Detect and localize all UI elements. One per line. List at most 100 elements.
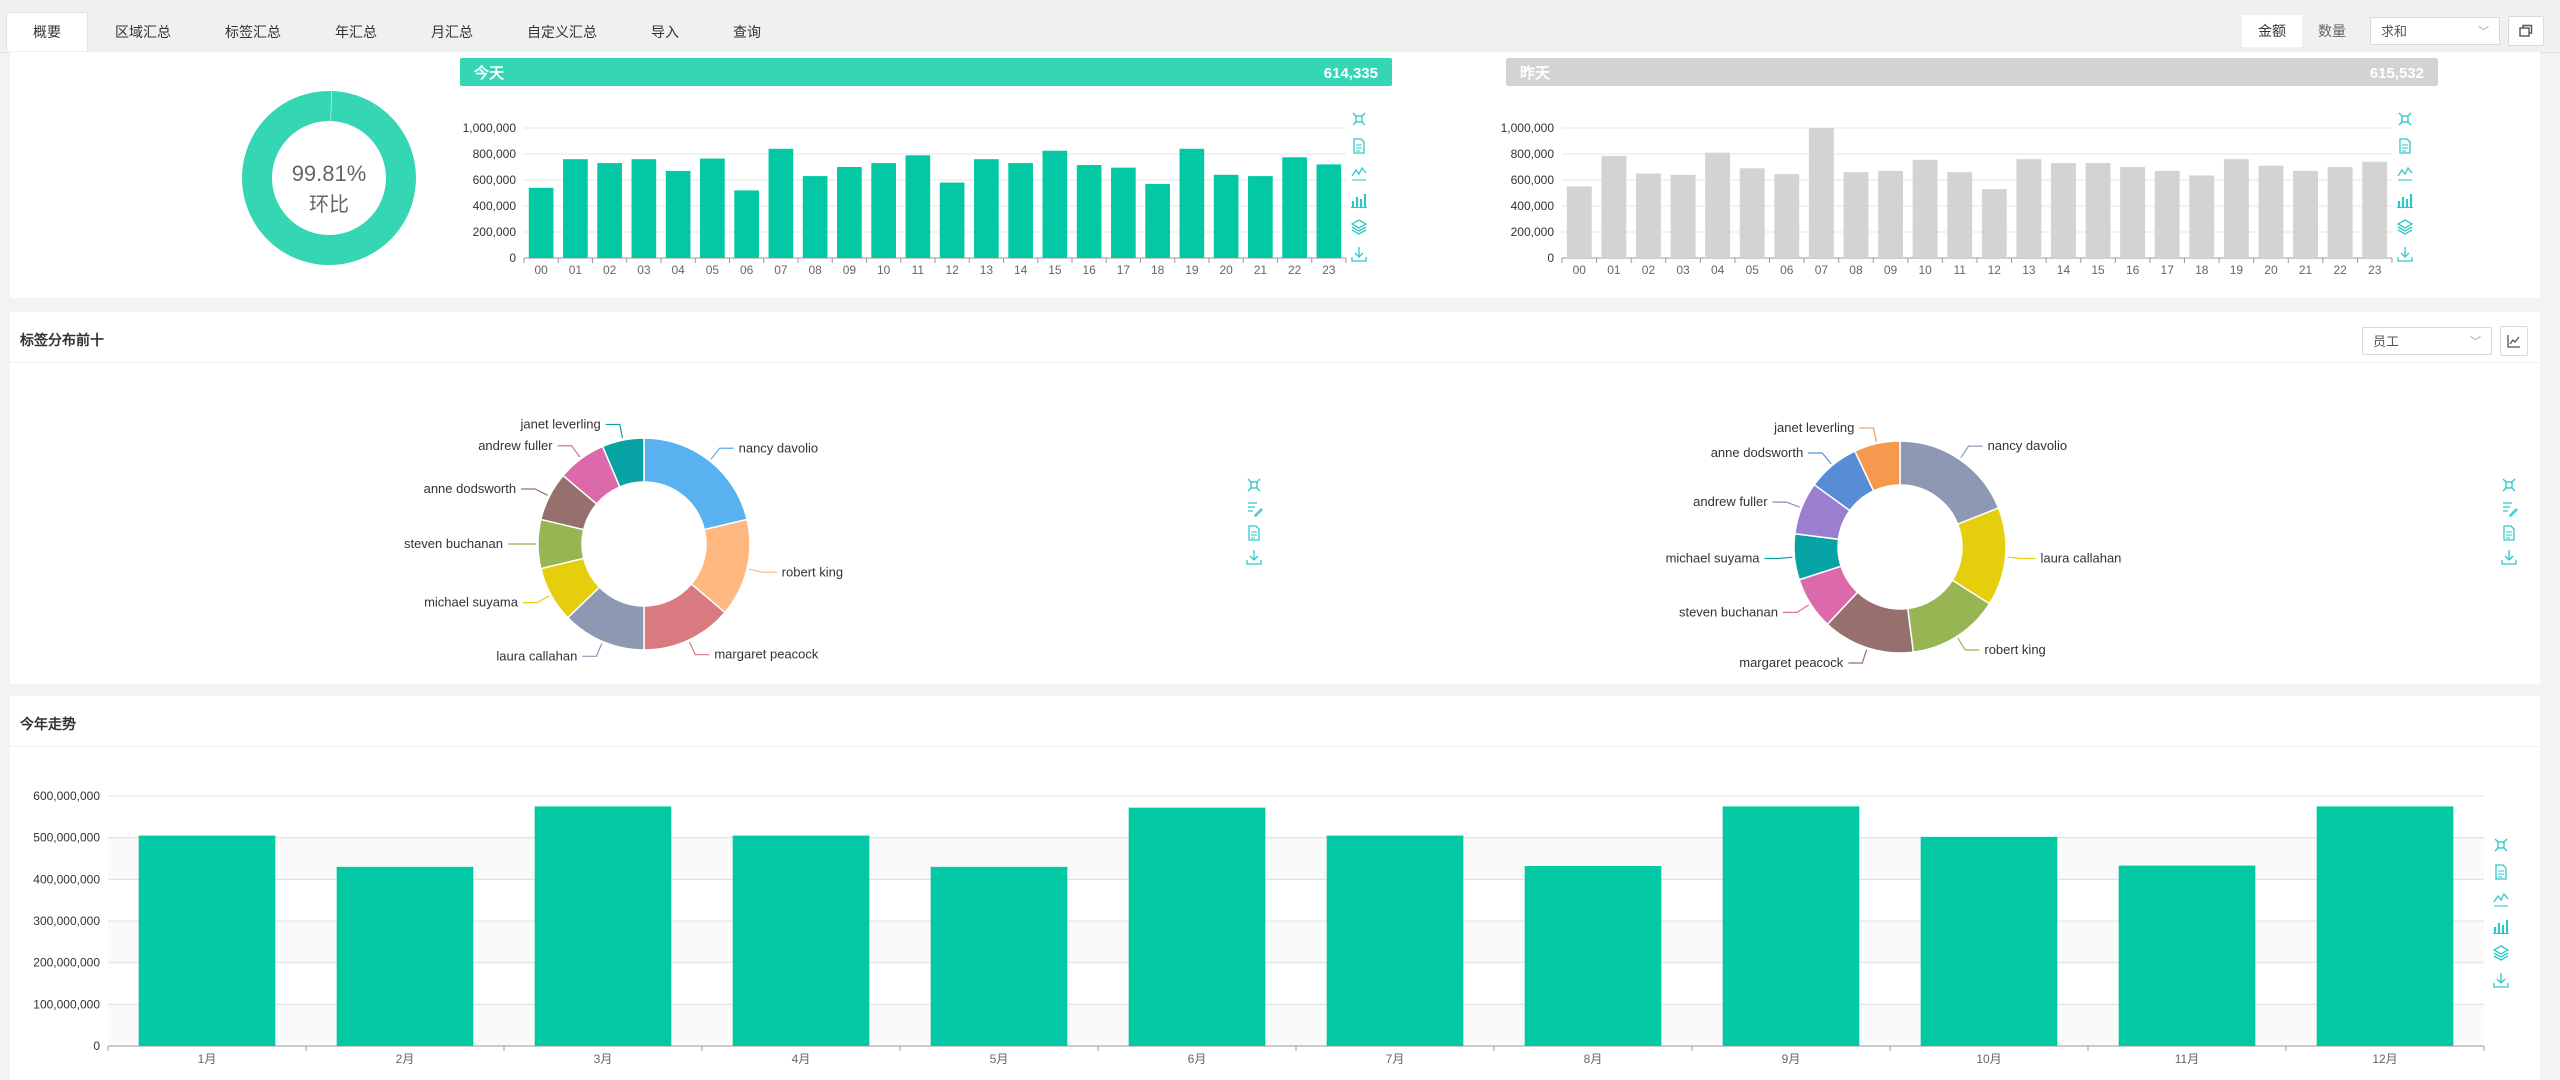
bar-11月[interactable] <box>2118 865 2256 1046</box>
tag-dimension-select[interactable]: 员工 ﹀ <box>2362 327 2492 355</box>
line-chart-icon[interactable] <box>1350 164 1368 182</box>
bar-5月[interactable] <box>930 866 1068 1046</box>
stack-icon[interactable] <box>2492 944 2510 962</box>
bar-17[interactable] <box>2154 170 2180 258</box>
edit-icon[interactable] <box>1245 500 1263 518</box>
tab-6[interactable]: 导入 <box>651 24 679 40</box>
bar-1月[interactable] <box>138 835 276 1046</box>
bar-07[interactable] <box>1808 128 1834 258</box>
bar-11[interactable] <box>905 155 931 258</box>
bar-17[interactable] <box>1111 167 1136 258</box>
tab-2[interactable]: 标签汇总 <box>225 24 281 40</box>
data-view-icon[interactable] <box>1245 524 1263 542</box>
pie-slice-nancy-davolio[interactable] <box>1899 440 2000 526</box>
bar-12[interactable] <box>1981 189 2007 258</box>
bar-10[interactable] <box>1912 159 1938 258</box>
bar-15[interactable] <box>2085 163 2111 258</box>
data-zoom-icon[interactable] <box>2500 476 2518 494</box>
stack-icon[interactable] <box>1350 218 1368 236</box>
download-icon[interactable] <box>2500 548 2518 566</box>
bar-16[interactable] <box>2120 167 2146 258</box>
pie-slice-janet-leverling[interactable] <box>601 437 645 488</box>
bar-06[interactable] <box>1774 174 1800 258</box>
bar-13[interactable] <box>974 159 999 258</box>
bar-20[interactable] <box>1213 174 1239 258</box>
bar-02[interactable] <box>1636 173 1661 259</box>
bar-4月[interactable] <box>732 835 870 1046</box>
pie-slice-nancy-davolio[interactable] <box>643 437 749 531</box>
bar-19[interactable] <box>2223 159 2249 258</box>
bar-16[interactable] <box>1076 165 1102 258</box>
data-zoom-icon[interactable] <box>2396 110 2414 128</box>
bar-chart-icon[interactable] <box>2396 191 2414 209</box>
bar-09[interactable] <box>837 167 862 258</box>
bar-21[interactable] <box>1248 176 1273 258</box>
bar-11[interactable] <box>1947 172 1973 258</box>
bar-3月[interactable] <box>534 806 672 1046</box>
bar-14[interactable] <box>1008 163 1033 258</box>
metric-option-0[interactable]: 金额 <box>2242 15 2302 47</box>
bar-13[interactable] <box>2016 159 2042 258</box>
bar-7月[interactable] <box>1326 835 1464 1046</box>
bar-01[interactable] <box>563 159 588 258</box>
bar-6月[interactable] <box>1128 807 1266 1046</box>
bar-03[interactable] <box>1670 174 1696 258</box>
bar-9月[interactable] <box>1722 806 1860 1046</box>
tab-5[interactable]: 自定义汇总 <box>527 24 597 40</box>
tab-4[interactable]: 月汇总 <box>431 24 473 40</box>
bar-15[interactable] <box>1042 150 1068 258</box>
bar-01[interactable] <box>1601 155 1627 258</box>
bar-00[interactable] <box>1566 186 1592 259</box>
bar-05[interactable] <box>700 158 725 258</box>
bar-04[interactable] <box>665 170 691 258</box>
bar-00[interactable] <box>528 187 554 258</box>
download-icon[interactable] <box>1350 245 1368 263</box>
window-restore-button[interactable] <box>2508 16 2544 46</box>
download-icon[interactable] <box>1245 548 1263 566</box>
download-icon[interactable] <box>2396 245 2414 263</box>
data-zoom-icon[interactable] <box>1350 110 1368 128</box>
bar-14[interactable] <box>2051 163 2076 258</box>
chart-switch-button[interactable] <box>2500 326 2528 356</box>
bar-21[interactable] <box>2293 170 2318 258</box>
edit-icon[interactable] <box>2500 500 2518 518</box>
bar-05[interactable] <box>1739 168 1765 258</box>
bar-22[interactable] <box>2327 167 2353 258</box>
pie-slice-janet-leverling[interactable] <box>1853 440 1901 492</box>
tab-1[interactable]: 区域汇总 <box>115 24 171 40</box>
bar-02[interactable] <box>597 163 622 258</box>
bar-18[interactable] <box>2189 175 2215 258</box>
bar-08[interactable] <box>802 176 828 258</box>
aggregate-select[interactable]: 求和 ﹀ <box>2370 17 2500 45</box>
bar-12月[interactable] <box>2316 806 2454 1046</box>
tab-7[interactable]: 查询 <box>733 24 761 40</box>
bar-20[interactable] <box>2258 165 2284 258</box>
bar-22[interactable] <box>1282 157 1307 258</box>
bar-8月[interactable] <box>1524 866 1662 1046</box>
bar-07[interactable] <box>768 148 794 258</box>
bar-09[interactable] <box>1878 170 1903 258</box>
bar-18[interactable] <box>1145 183 1170 258</box>
bar-23[interactable] <box>1316 164 1342 258</box>
bar-03[interactable] <box>631 159 657 258</box>
metric-option-1[interactable]: 数量 <box>2302 15 2362 47</box>
bar-04[interactable] <box>1705 152 1731 258</box>
data-view-icon[interactable] <box>2500 524 2518 542</box>
bar-chart-icon[interactable] <box>2492 917 2510 935</box>
bar-chart-icon[interactable] <box>1350 191 1368 209</box>
line-chart-icon[interactable] <box>2492 890 2510 908</box>
data-zoom-icon[interactable] <box>1245 476 1263 494</box>
bar-12[interactable] <box>939 182 965 258</box>
stack-icon[interactable] <box>2396 218 2414 236</box>
data-view-icon[interactable] <box>1350 137 1368 155</box>
data-view-icon[interactable] <box>2492 863 2510 881</box>
download-icon[interactable] <box>2492 971 2510 989</box>
data-view-icon[interactable] <box>2396 137 2414 155</box>
bar-08[interactable] <box>1843 172 1869 258</box>
bar-10[interactable] <box>871 163 896 258</box>
bar-06[interactable] <box>734 190 759 258</box>
bar-23[interactable] <box>2362 161 2388 258</box>
tab-3[interactable]: 年汇总 <box>335 24 377 40</box>
line-chart-icon[interactable] <box>2396 164 2414 182</box>
bar-2月[interactable] <box>336 866 474 1046</box>
